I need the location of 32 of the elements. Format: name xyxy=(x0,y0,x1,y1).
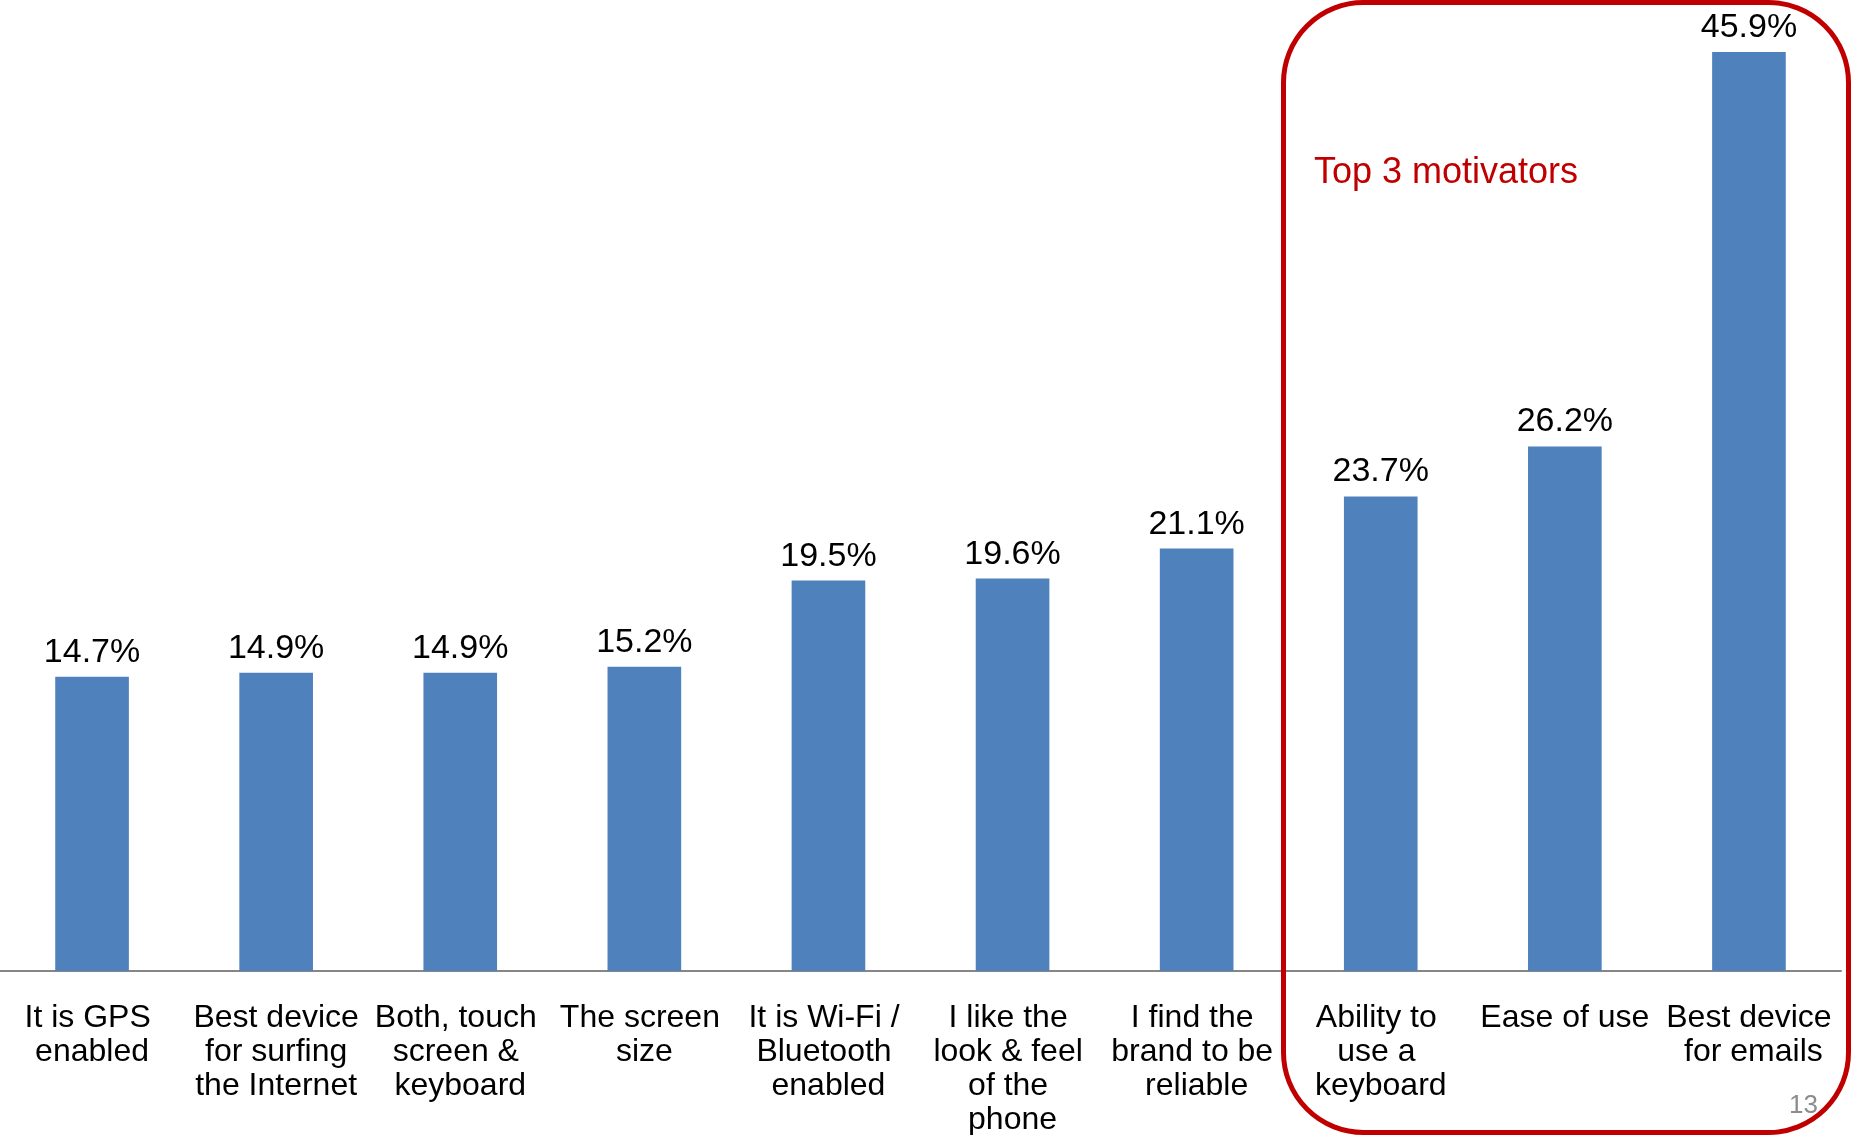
data-label: 21.1% xyxy=(1148,502,1245,541)
bar xyxy=(1528,446,1602,971)
bar xyxy=(1712,52,1786,971)
bar xyxy=(975,578,1050,971)
x-tick-label: I like the look & feel of the phone xyxy=(933,998,1092,1135)
bar xyxy=(791,580,866,971)
data-label: 19.5% xyxy=(780,534,877,573)
x-tick-label: Best device for emails xyxy=(1666,998,1832,1068)
bar xyxy=(55,676,129,971)
bar xyxy=(423,672,498,971)
annotation: Top 3 motivators xyxy=(1314,149,1579,191)
x-tick-label: It is GPS enabled xyxy=(24,998,160,1068)
bar xyxy=(239,672,313,971)
x-tick-label: Both, touch screen & keyboard xyxy=(374,998,546,1102)
data-label: 14.7% xyxy=(43,630,141,669)
bar xyxy=(1159,548,1234,971)
data-label: 45.9% xyxy=(1700,6,1798,44)
x-tick-label: It is Wi-Fi / Bluetooth enabled xyxy=(748,998,909,1102)
data-label: 26.2% xyxy=(1516,400,1614,439)
text: 13 xyxy=(1789,1089,1818,1119)
x-tick-label: Best device for surfing the Internet xyxy=(193,998,359,1102)
x-tick-label: Ability to use a keyboard xyxy=(1314,998,1447,1102)
data-label: 14.9% xyxy=(412,626,509,665)
data-label: 14.9% xyxy=(227,626,325,665)
x-tick-label: I find the brand to be reliable xyxy=(1111,998,1283,1102)
data-label: 15.2% xyxy=(596,620,693,659)
data-label: 19.6% xyxy=(964,532,1061,571)
x-tick-label: Ease of use xyxy=(1480,998,1650,1034)
data-label: 23.7% xyxy=(1332,450,1429,489)
bar xyxy=(1343,496,1418,971)
x-tick-label: The screen size xyxy=(559,998,729,1068)
bar xyxy=(607,666,682,971)
